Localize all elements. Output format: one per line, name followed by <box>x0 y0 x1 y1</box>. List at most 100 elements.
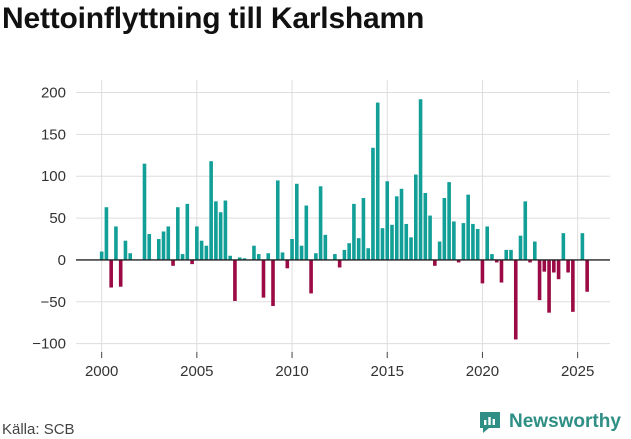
bar <box>390 224 394 260</box>
bar <box>552 259 556 273</box>
bar <box>418 99 423 260</box>
bar <box>542 259 547 272</box>
bar <box>485 226 489 260</box>
bar <box>285 259 290 269</box>
bar <box>437 241 442 260</box>
bar <box>256 254 261 260</box>
bar <box>447 182 451 260</box>
y-axis: 200 150 100 50 0 −50 −100 <box>32 85 66 353</box>
bar <box>176 207 180 260</box>
bar <box>190 259 194 265</box>
y-tick-label: 50 <box>49 210 66 227</box>
bar <box>509 249 513 260</box>
bar <box>380 228 385 260</box>
y-tick-label: 0 <box>58 252 66 269</box>
bar <box>523 201 528 260</box>
bar <box>456 259 461 263</box>
bar <box>566 259 570 273</box>
bar <box>204 245 209 260</box>
bar <box>123 240 128 260</box>
x-tick-label: 2020 <box>466 363 499 380</box>
bar <box>199 240 204 260</box>
bar <box>409 237 413 260</box>
bar <box>547 259 551 313</box>
bar <box>571 259 575 312</box>
bar <box>228 255 232 260</box>
bar <box>242 258 247 260</box>
bar <box>342 249 347 260</box>
x-tick-label: 2005 <box>180 363 213 380</box>
bar <box>185 203 190 260</box>
bar <box>99 251 104 260</box>
x-tick-label: 2025 <box>561 363 594 380</box>
bar <box>109 259 113 288</box>
y-tick-label: 150 <box>41 126 66 143</box>
bar <box>399 188 404 260</box>
bar <box>318 186 323 260</box>
bars <box>99 99 589 340</box>
bar <box>266 253 271 260</box>
bar <box>104 207 109 260</box>
bar <box>233 259 237 301</box>
bar <box>295 183 299 260</box>
bar <box>128 253 133 260</box>
bar <box>433 259 437 266</box>
bar <box>513 259 518 340</box>
bar <box>142 163 147 260</box>
bar <box>404 223 409 260</box>
bar <box>490 254 494 260</box>
bar <box>156 239 161 260</box>
bar <box>237 257 242 260</box>
bar <box>494 259 499 263</box>
source-label: Källa: SCB <box>2 421 75 438</box>
bar <box>585 259 589 292</box>
bar <box>323 234 328 260</box>
y-tick-label: −100 <box>32 336 66 353</box>
chart-title: Nettoinflyttning till Karlshamn <box>2 2 425 35</box>
bar <box>290 239 294 260</box>
bar <box>218 212 223 260</box>
bar <box>214 201 218 260</box>
bar <box>385 181 390 260</box>
bar <box>252 245 256 260</box>
bar <box>147 233 152 260</box>
bar <box>442 198 447 260</box>
bar <box>423 192 428 260</box>
bar <box>347 243 351 260</box>
y-tick-label: 200 <box>41 85 66 102</box>
x-axis: 2000 2005 2010 2015 2020 2025 <box>85 352 594 380</box>
bar <box>356 238 361 260</box>
bar <box>195 226 199 260</box>
bar <box>314 253 318 260</box>
bar <box>166 226 171 260</box>
bar <box>475 228 480 260</box>
bar <box>452 221 456 260</box>
bar <box>375 102 380 260</box>
bar <box>352 203 356 260</box>
bar <box>361 198 366 260</box>
bar <box>209 161 213 260</box>
bar <box>171 259 175 266</box>
bar <box>518 235 523 260</box>
bar <box>371 147 375 260</box>
bar <box>271 259 275 306</box>
newsworthy-logo-icon <box>480 412 500 433</box>
bar <box>561 233 566 260</box>
y-tick-label: 100 <box>41 168 66 185</box>
bar <box>333 254 337 260</box>
newsworthy-logo[interactable]: Newsworthy <box>477 409 621 435</box>
bar <box>537 259 542 301</box>
bar <box>337 259 342 268</box>
bar <box>533 241 537 260</box>
y-tick-label: −50 <box>41 294 66 311</box>
bar <box>114 226 118 260</box>
bar <box>528 259 532 263</box>
bar <box>118 259 123 287</box>
bar <box>280 252 285 260</box>
bar <box>275 180 280 260</box>
bar <box>428 215 432 260</box>
bar <box>366 248 370 260</box>
bar <box>461 223 466 260</box>
bar <box>580 233 585 260</box>
